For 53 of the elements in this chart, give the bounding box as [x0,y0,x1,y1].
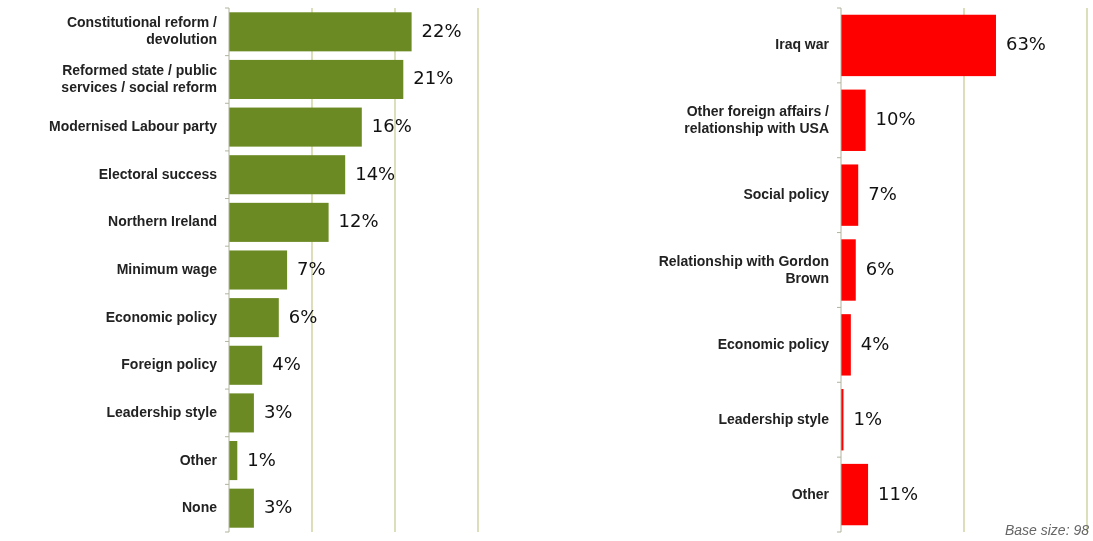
y-tick-label: Northern Ireland [108,213,217,230]
data-label: 6% [865,258,895,279]
bar [841,164,859,226]
bar [229,393,254,433]
data-label: 4% [272,353,301,375]
y-tick-label: Electoral success [98,165,218,182]
bar [841,463,869,526]
y-tick-label: Economic policy [105,308,218,325]
bar [229,202,329,242]
y-tick-label: Other foreign affairs / relationship with USA [684,102,830,136]
data-label: 3% [263,400,293,422]
bar [841,89,866,151]
bar [229,250,288,290]
bar [229,107,362,147]
y-tick-label: Relationship with Gordon Brown [658,252,829,286]
annotation: Base size: 98 [1004,522,1090,538]
y-tick-label: Iraq war [775,36,830,53]
data-label: 7% [868,183,897,205]
y-tick-label: Constitutional reform / devolution [66,14,218,48]
data-label: 3% [263,496,293,518]
data-label: 4% [860,332,890,354]
y-tick-label: Other [791,485,830,502]
y-tick-label: Reformed state / public services / social reform [61,61,218,95]
bar [229,345,263,385]
data-label: 1% [853,407,883,429]
y-tick-label: Modernised Labour party [48,117,218,134]
y-tick-label: None [182,498,218,515]
y-tick-label: Economic policy [717,335,830,352]
y-tick-label: Other [179,451,218,468]
data-label: 6% [288,305,318,327]
data-label: 63% [1005,33,1046,55]
data-label: 12% [338,210,379,232]
data-label: 21% [413,67,454,89]
y-tick-label: Social policy [743,185,830,202]
bar [229,155,346,195]
y-tick-label: Minimum wage [116,260,218,277]
bar [841,239,856,301]
y-tick-label: Leadership style [106,403,218,420]
bar [841,314,851,376]
data-label: 14% [355,162,396,184]
data-label: 11% [878,482,919,504]
data-label: 10% [875,108,916,130]
bar [841,14,996,77]
bar [229,59,404,99]
bar [229,12,412,52]
bar [229,488,254,528]
y-tick-label: Foreign policy [121,355,218,372]
y-tick-label: Leadership style [718,410,830,427]
data-label: 16% [371,115,412,137]
bar [229,298,279,338]
data-label: 1% [247,448,276,470]
data-label: 7% [297,258,326,279]
data-label: 22% [421,19,462,41]
